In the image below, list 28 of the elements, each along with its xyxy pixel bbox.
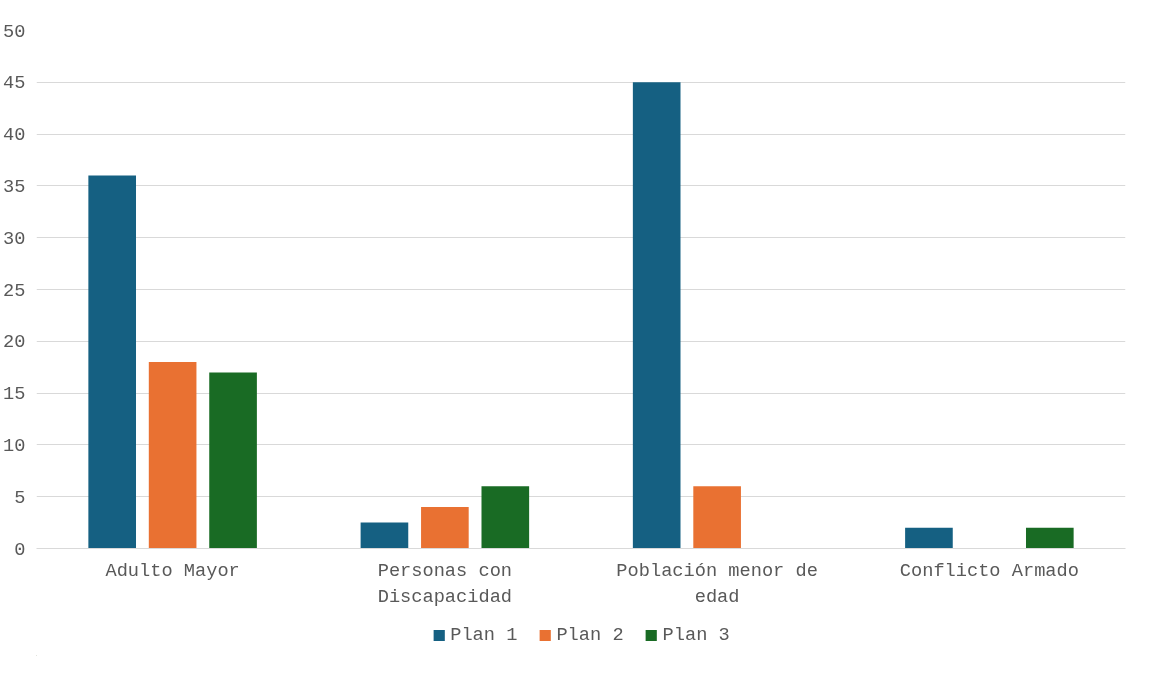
y-tick-label: 0 (14, 538, 26, 561)
bar (1025, 527, 1074, 549)
bar (88, 175, 137, 549)
bar (481, 486, 530, 549)
bar (360, 522, 409, 549)
y-tick-label: 30 (3, 227, 26, 250)
bar (209, 372, 257, 549)
x-tick-label: Conflicto Armado (899, 559, 1079, 582)
y-tick-label: 40 (3, 124, 26, 147)
y-tick-label: 20 (3, 331, 26, 354)
y-tick-label: 45 (3, 72, 26, 95)
y-tick-label: 35 (3, 175, 26, 198)
y-tick-label: 10 (3, 434, 26, 457)
y-tick-label: 50 (3, 20, 26, 43)
x-tick-label: Personas con Discapacidad (377, 559, 513, 608)
x-tick-label: Población menor de edad (616, 559, 818, 608)
bar (148, 362, 197, 549)
legend-label: Plan 2 (556, 624, 624, 646)
y-tick-label: 25 (3, 279, 26, 302)
legend-label: Plan 1 (450, 624, 518, 646)
bar (905, 527, 953, 549)
y-tick-label: 15 (3, 383, 26, 406)
bar (693, 486, 741, 549)
legend-label: Plan 3 (662, 624, 730, 646)
bar (632, 82, 681, 549)
y-tick-label: 5 (14, 486, 26, 509)
x-tick-label: Adulto Mayor (105, 559, 240, 582)
bar (421, 507, 469, 549)
